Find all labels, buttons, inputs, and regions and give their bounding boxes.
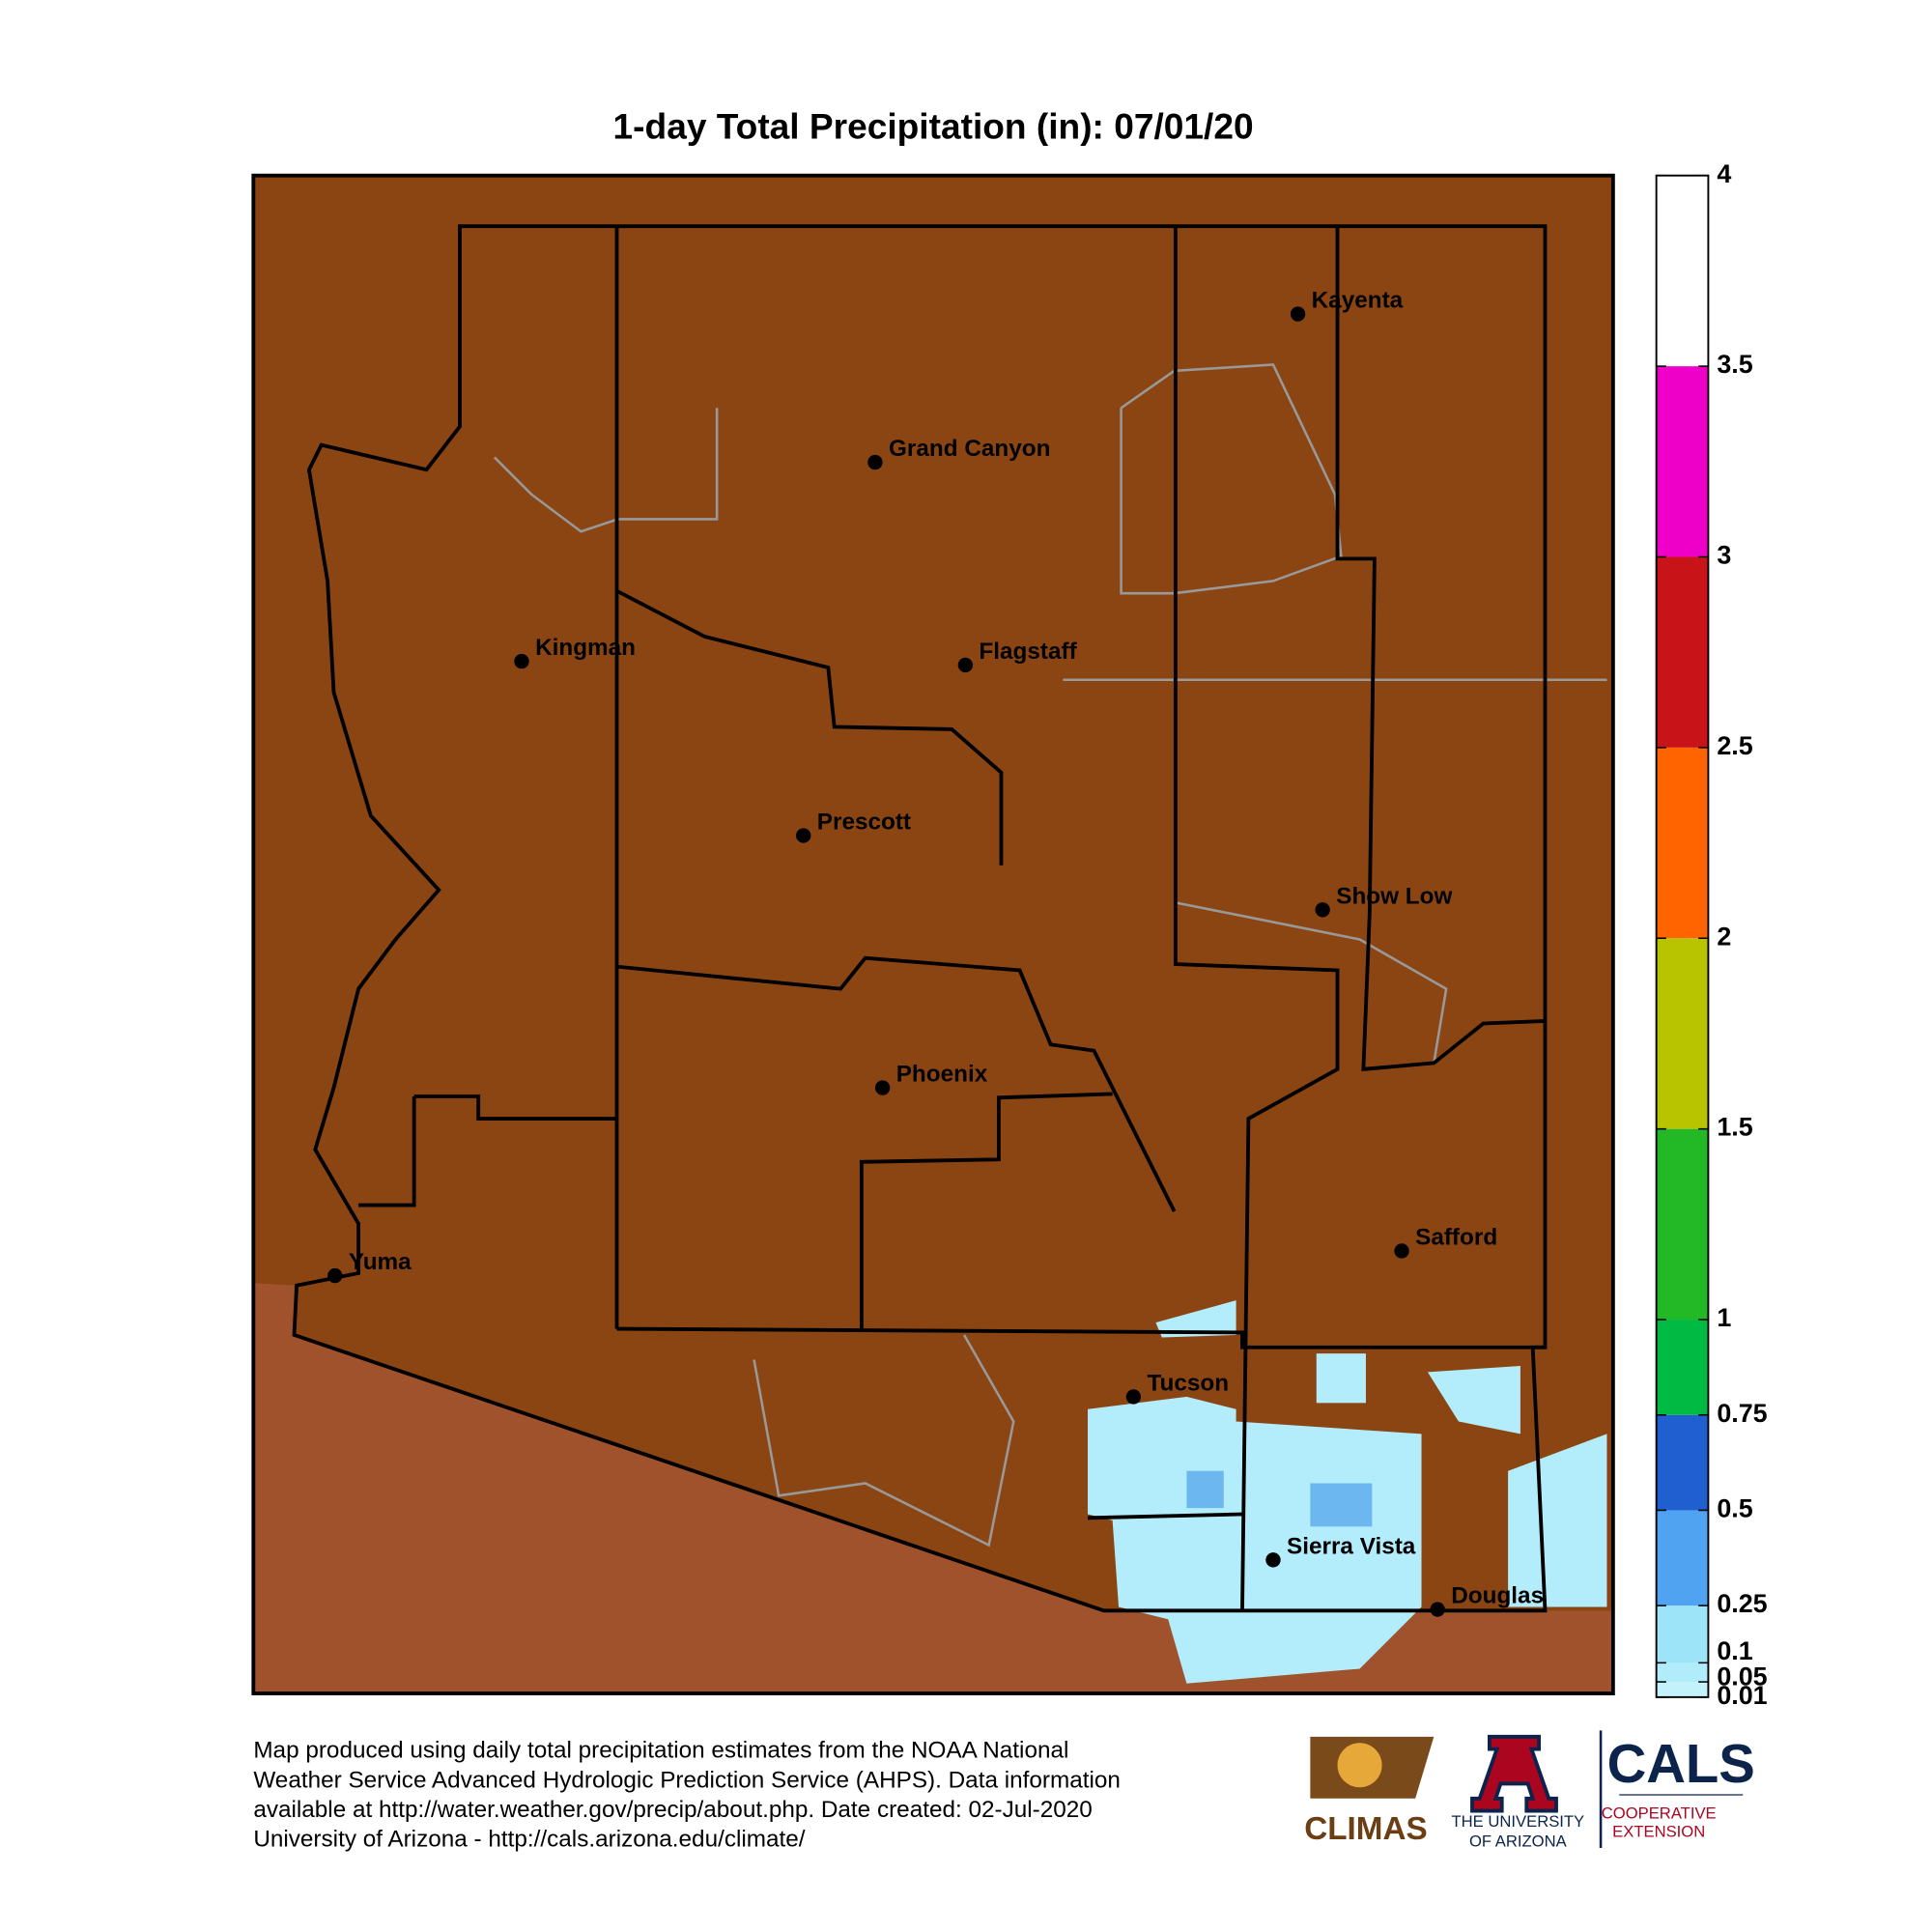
colorbar-tick-label: 0.75 [1717,1399,1767,1428]
footer-line: available at http://water.weather.gov/pr… [253,1797,1093,1823]
cities: Kayenta Grand Canyon Kingman Flagstaff Presc… [327,288,1544,1617]
colorbar-segment [1656,175,1709,367]
city-dot [514,653,529,669]
ua-logo-a [1470,1734,1558,1813]
city-dot [957,657,974,673]
map-frame [251,173,1615,1695]
colorbar-tick-label: 0.1 [1717,1636,1752,1665]
city-label: Phoenix [896,1062,988,1088]
colorbar-segment [1656,1128,1709,1321]
city-dot [1125,1389,1142,1405]
city-label: Show Low [1336,883,1452,909]
ua-text: THE UNIVERSITY [1452,1812,1585,1831]
climas-logo: CLIMAS [1304,1811,1427,1847]
city-dot [327,1267,343,1284]
colorbar-tick-label: 0.5 [1717,1494,1752,1523]
city-label: Kingman [535,635,636,661]
city-dot [1265,1552,1281,1568]
city-label: Grand Canyon [889,436,1050,462]
colorbar-segment [1656,366,1709,557]
footer: Map produced using daily total precipita… [253,1738,1121,1853]
city-label: Douglas [1451,1583,1544,1609]
city-label: Flagstaff [979,639,1077,665]
colorbar-tick-label: 2 [1717,922,1731,951]
colorbar-segment [1656,556,1709,748]
city-dot [796,828,811,843]
colorbar: 0.010.050.1 0.25 0.5 0.75 1 1.5 2 2.5 3 3.5 4 [1655,159,1768,1710]
city-dot [874,1080,891,1095]
colorbar-segment [1656,1414,1709,1511]
city-label: Kayenta [1312,288,1404,314]
city-dot [867,454,883,470]
map: Kayenta Grand Canyon Kingman Flagstaff Presc… [251,173,1615,1695]
colorbar-tick-label: 0.05 [1717,1662,1767,1690]
mexico [253,1283,1613,1694]
colorbar-segment [1656,1320,1709,1415]
city-label: Prescott [817,810,911,836]
city-label: Sierra Vista [1287,1533,1416,1559]
climas-sun [1337,1743,1382,1788]
colorbar-frame [1655,174,1710,1698]
precip-heavier [1186,1470,1373,1527]
city-label: Safford [1415,1225,1497,1251]
cals-text: COOPERATIVE [1602,1804,1717,1822]
footer-line: Weather Service Advanced Hydrologic Pred… [253,1767,1121,1793]
logos: CLIMAS THE UNIVERSITY OF ARIZONA CALS CO… [1304,1730,1755,1851]
city-dot [1290,306,1306,322]
city-dot [1315,902,1330,918]
footer-line: University of Arizona - http://cals.ariz… [253,1827,805,1853]
colorbar-tick-label: 4 [1717,159,1731,188]
colorbar-tick-label: 2.5 [1717,731,1752,760]
footer-line: Map produced using daily total precipita… [253,1738,1068,1764]
county-lines [358,226,1546,1611]
colorbar-tick-label: 1 [1717,1303,1731,1332]
city-label: Yuma [349,1249,412,1275]
colorbar-tick-label: 0.25 [1717,1589,1767,1618]
colorbar-tick-label: 3.5 [1717,350,1752,379]
reservation-lines [493,363,1607,1548]
colorbar-segment [1656,1510,1709,1606]
colorbar-segment [1656,938,1709,1129]
colorbar-segment [1656,1682,1709,1697]
colorbar-tick-label: 1.5 [1717,1113,1752,1142]
city-dot [1430,1602,1445,1617]
city-label: Tucson [1147,1371,1229,1397]
ua-text: OF ARIZONA [1469,1833,1568,1851]
state-border [292,224,1548,1613]
colorbar-segment [1656,747,1709,939]
cals-text: EXTENSION [1612,1822,1705,1840]
city-dot [1394,1243,1409,1259]
title: 1-day Total Precipitation (in): 07/01/20 [613,105,1254,146]
colorbar-segment [1656,1605,1709,1663]
colorbar-tick-label: 3 [1717,541,1731,570]
colorbar-segment [1656,1662,1709,1683]
cals-logo: CALS [1607,1733,1755,1794]
colorbar-tick-label: 0.01 [1717,1681,1767,1710]
